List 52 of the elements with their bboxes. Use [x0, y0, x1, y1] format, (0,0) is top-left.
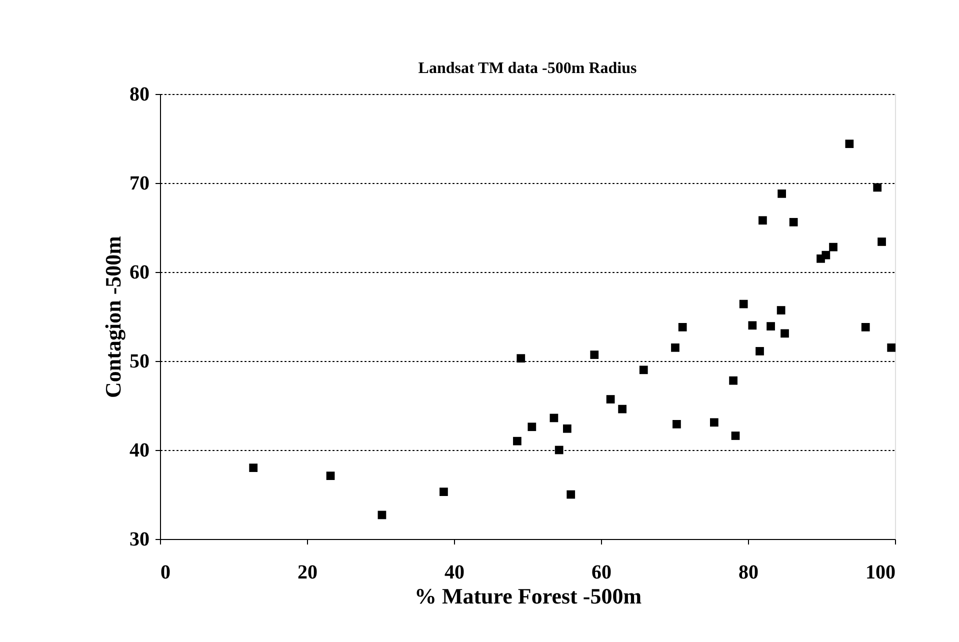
- y-tick-label: 40: [130, 440, 150, 462]
- x-tick-label: 100: [866, 562, 896, 584]
- point: [513, 436, 522, 446]
- y-tick-label: 50: [130, 350, 150, 372]
- point: [378, 510, 386, 520]
- x-tick-label: 40: [444, 562, 464, 584]
- point: [710, 418, 718, 427]
- x-axis-title: % Mature Forest -500m: [414, 584, 642, 608]
- y-tick-label: 60: [130, 262, 150, 284]
- x-tick-label: 0: [160, 562, 170, 584]
- point: [789, 218, 798, 226]
- x-tick-label: 60: [592, 562, 612, 584]
- point: [563, 424, 572, 433]
- point: [845, 140, 854, 148]
- point: [829, 242, 838, 252]
- point: [590, 350, 599, 359]
- point: [739, 300, 748, 308]
- point: [778, 189, 786, 198]
- point: [861, 322, 870, 332]
- point: [758, 216, 767, 225]
- chart-title: Landsat TM data -500m Radius: [418, 60, 637, 77]
- point: [566, 490, 576, 499]
- point: [672, 420, 681, 428]
- point: [516, 354, 526, 363]
- y-axis-title: Contagion -500m: [100, 236, 126, 398]
- point: [878, 238, 886, 246]
- x-tick-label: 80: [738, 562, 758, 584]
- y-tick-label: 30: [130, 528, 150, 550]
- y-tick-label: 70: [130, 172, 150, 194]
- point: [731, 432, 740, 440]
- point: [618, 404, 626, 414]
- point: [528, 422, 536, 432]
- point: [756, 347, 764, 356]
- point: [873, 183, 882, 192]
- point: [554, 446, 564, 454]
- point: [729, 376, 738, 385]
- point: [249, 464, 258, 472]
- point: [748, 321, 757, 330]
- point: [776, 306, 786, 314]
- point: [816, 254, 825, 263]
- point: [440, 488, 448, 496]
- point: [671, 343, 680, 352]
- point: [780, 329, 789, 338]
- x-tick-label: 20: [298, 562, 318, 584]
- point: [887, 343, 896, 352]
- point: [326, 472, 335, 480]
- point: [606, 395, 615, 404]
- point: [766, 322, 775, 330]
- y-tick-label: 80: [130, 84, 150, 106]
- point: [678, 322, 687, 332]
- point: [550, 414, 558, 422]
- point: [639, 366, 648, 374]
